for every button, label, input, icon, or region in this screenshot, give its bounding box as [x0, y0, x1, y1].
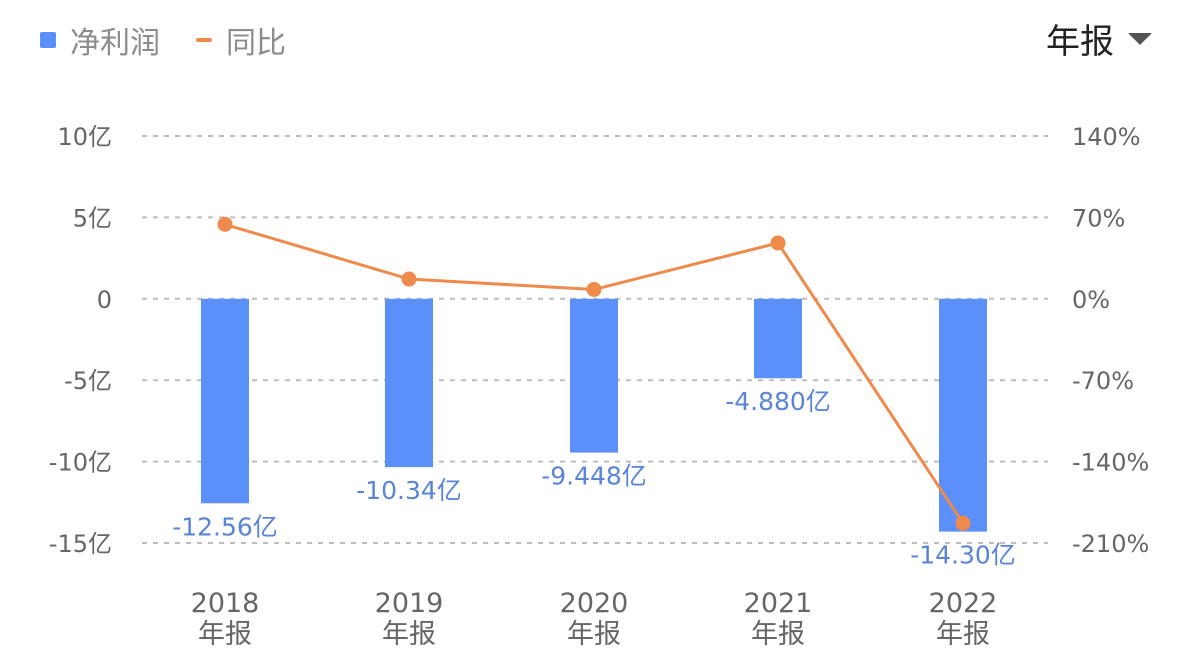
y-left-tick-label: 5亿 [73, 204, 112, 232]
x-tick-sublabel: 年报 [382, 619, 436, 650]
bar-series [201, 298, 987, 532]
y-right-tick-label: 140% [1072, 123, 1141, 151]
legend-item-net-profit[interactable]: 净利润 [40, 18, 160, 62]
y-right-tick-label: -140% [1072, 449, 1149, 477]
bar [754, 298, 802, 379]
yoy-point [955, 515, 971, 531]
chart-legend: 净利润 同比 [40, 18, 322, 62]
legend-item-yoy[interactable]: 同比 [196, 18, 286, 62]
bar-data-label: -10.34亿 [356, 476, 462, 505]
yoy-point [217, 216, 233, 232]
y-left-tick-label: 0 [97, 286, 112, 314]
x-tick-label: 2021 [744, 588, 813, 619]
y-right-tick-label: -210% [1072, 530, 1149, 558]
axis-labels: 10亿 140% 5亿 70% 0 0% -5亿 -70% -10亿 -140% -15亿 -210%… [49, 123, 1149, 650]
bar-data-label: -14.30亿 [910, 541, 1016, 570]
period-selector[interactable]: 年报 [1046, 14, 1152, 63]
bar [939, 298, 987, 532]
x-tick-label: 2019 [375, 588, 444, 619]
y-left-tick-label: -5亿 [64, 367, 112, 395]
yoy-point [586, 281, 602, 297]
line-swatch-icon [196, 38, 212, 42]
x-tick-label: 2022 [929, 588, 998, 619]
y-left-tick-label: 10亿 [57, 123, 112, 151]
data-labels: -12.56亿 -10.34亿 -9.448亿 -4.880亿 -14.30亿 [172, 387, 1016, 569]
x-tick-sublabel: 年报 [198, 619, 252, 650]
x-tick-sublabel: 年报 [936, 619, 990, 650]
x-tick-label: 2020 [560, 588, 629, 619]
y-right-tick-label: -70% [1072, 367, 1134, 395]
legend-label-net-profit: 净利润 [70, 26, 160, 61]
bar-data-label: -12.56亿 [172, 512, 278, 541]
bar [201, 298, 249, 504]
legend-label-yoy: 同比 [226, 26, 286, 61]
y-left-tick-label: -10亿 [49, 449, 112, 477]
y-right-tick-label: 0% [1072, 286, 1110, 314]
line-series [217, 216, 971, 531]
bar [570, 298, 618, 453]
bar-data-label: -4.880亿 [725, 387, 831, 416]
x-tick-sublabel: 年报 [751, 619, 805, 650]
bar-data-label: -9.448亿 [541, 462, 647, 491]
bar-swatch-icon [40, 32, 56, 48]
bar [385, 298, 433, 468]
x-tick-label: 2018 [191, 588, 260, 619]
yoy-point [770, 235, 786, 251]
period-selector-label: 年报 [1046, 22, 1114, 62]
y-right-tick-label: 70% [1072, 204, 1125, 232]
x-tick-sublabel: 年报 [567, 619, 621, 650]
caret-down-icon [1128, 32, 1152, 45]
yoy-point [401, 271, 417, 287]
y-left-tick-label: -15亿 [49, 530, 112, 558]
